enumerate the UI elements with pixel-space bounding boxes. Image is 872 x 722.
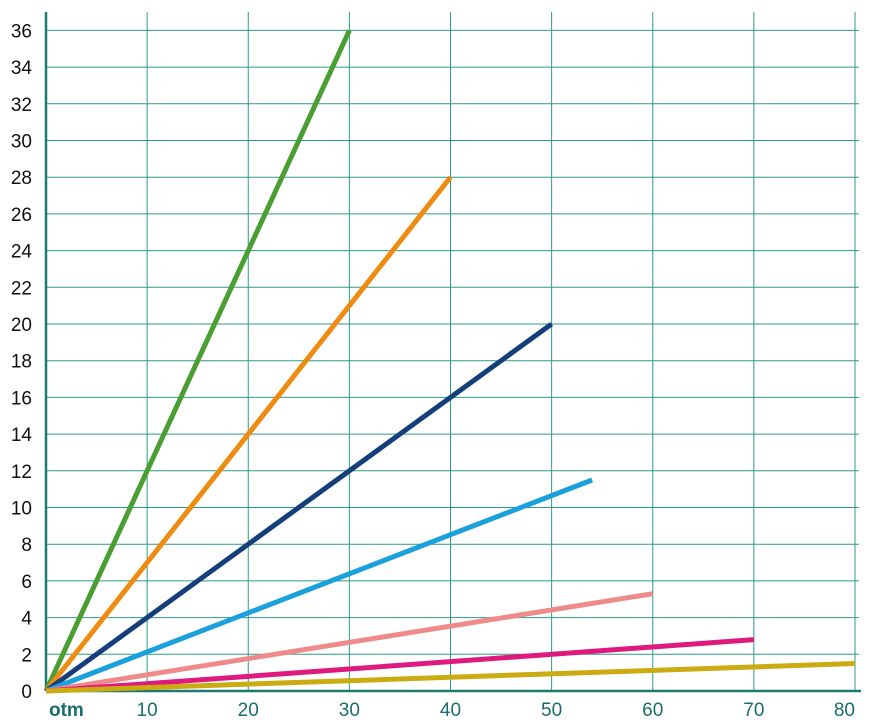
y-tick-label: 34	[11, 58, 33, 79]
origin-label: otm	[49, 700, 84, 721]
y-tick-label: 24	[11, 242, 33, 263]
y-tick-label: 10	[11, 499, 32, 520]
y-tick-label: 30	[11, 132, 32, 153]
y-tick-label: 8	[21, 535, 32, 556]
y-tick-label: 20	[11, 315, 32, 336]
y-tick-label: 2	[21, 645, 32, 666]
y-tick-label: 16	[11, 388, 32, 409]
y-tick-label: 12	[11, 462, 32, 483]
y-tick-label: 36	[11, 21, 32, 42]
x-tick-labels: 10 20 30 40 50 60 70 80	[137, 700, 855, 721]
y-tick-label: 18	[11, 352, 32, 373]
grid	[46, 12, 859, 691]
series-lines	[43, 29, 856, 694]
x-tick-label: 10	[137, 700, 158, 721]
x-tick-label: 60	[642, 700, 663, 721]
y-tick-label: 0	[21, 682, 32, 703]
y-tick-label: 28	[11, 168, 32, 189]
series-line-5	[45, 591, 654, 694]
y-tick-label: 22	[11, 278, 32, 299]
series-line-3	[44, 321, 554, 694]
series-line-4	[45, 477, 594, 694]
series-line-6	[45, 637, 755, 694]
axes	[44, 12, 861, 693]
x-tick-label: 70	[743, 700, 764, 721]
y-tick-label: 6	[21, 572, 32, 593]
x-tick-label: 80	[834, 700, 855, 721]
x-tick-label: 50	[541, 700, 562, 721]
y-tick-label: 14	[11, 425, 33, 446]
series-line-2	[44, 175, 453, 693]
y-tick-label: 26	[11, 205, 32, 226]
x-tick-label: 30	[339, 700, 360, 721]
y-tick-label: 4	[21, 609, 32, 630]
x-tick-label: 40	[440, 700, 461, 721]
x-tick-label: 20	[238, 700, 259, 721]
series-line-7	[45, 661, 856, 694]
series-line-1	[43, 29, 352, 693]
y-tick-label: 32	[11, 95, 32, 116]
